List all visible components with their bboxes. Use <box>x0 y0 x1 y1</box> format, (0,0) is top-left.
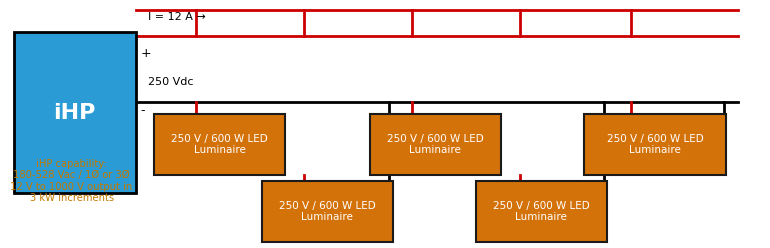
FancyBboxPatch shape <box>154 114 285 175</box>
FancyBboxPatch shape <box>476 181 607 242</box>
Text: 250 Vdc: 250 Vdc <box>148 77 193 87</box>
FancyBboxPatch shape <box>262 181 393 242</box>
Text: iHP: iHP <box>53 103 96 123</box>
Text: -: - <box>140 104 145 117</box>
FancyBboxPatch shape <box>370 114 500 175</box>
Text: +: + <box>140 47 151 60</box>
Text: 250 V / 600 W LED
Luminaire: 250 V / 600 W LED Luminaire <box>387 134 484 155</box>
Text: 250 V / 600 W LED
Luminaire: 250 V / 600 W LED Luminaire <box>171 134 268 155</box>
Text: 250 V / 600 W LED
Luminaire: 250 V / 600 W LED Luminaire <box>493 201 590 222</box>
Text: iHP capability:
180-528 Vac / 1Ø or 3Ø
12 V to 1000 V output in
3 kW increments: iHP capability: 180-528 Vac / 1Ø or 3Ø 1… <box>11 158 132 203</box>
Text: I = 12 A →: I = 12 A → <box>148 12 206 22</box>
FancyBboxPatch shape <box>584 114 726 175</box>
Text: 250 V / 600 W LED
Luminaire: 250 V / 600 W LED Luminaire <box>607 134 703 155</box>
FancyBboxPatch shape <box>14 32 136 193</box>
Text: 250 V / 600 W LED
Luminaire: 250 V / 600 W LED Luminaire <box>279 201 376 222</box>
